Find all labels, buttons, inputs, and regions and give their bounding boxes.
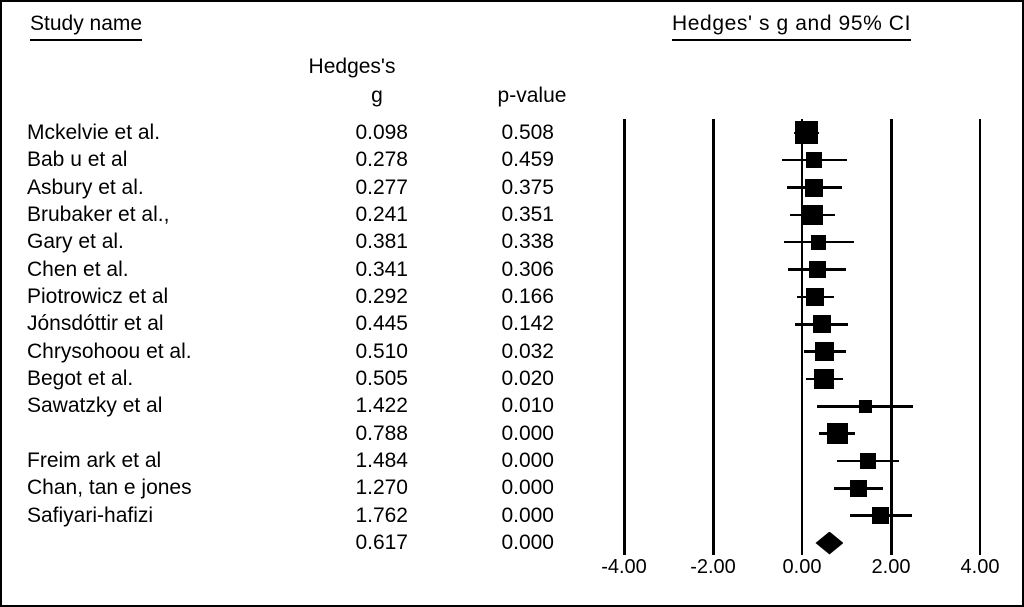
effect-size-square [858, 399, 872, 413]
study-name: Bab u et al [27, 148, 128, 172]
p-value: 0.000 [501, 421, 554, 445]
p-value: 0.306 [501, 257, 554, 281]
hedges-g-value: 0.381 [355, 230, 408, 254]
study-name: Asbury et al. [27, 175, 144, 199]
axis-gridline [622, 119, 626, 555]
study-name: Freim ark et al [27, 449, 162, 472]
effect-size-square [860, 453, 877, 469]
p-value: 0.032 [501, 339, 554, 363]
p-value: 0.338 [501, 230, 554, 254]
hedges-g-value: 0.277 [355, 175, 408, 199]
p-value: 0.508 [501, 120, 554, 144]
study-name-column-title: Study name [30, 12, 143, 41]
effect-size-square [812, 315, 831, 334]
study-name: Chen et al. [27, 257, 129, 281]
study-name: Brubaker et al., [27, 202, 170, 226]
effect-size-square [805, 178, 824, 197]
p-value: 0.351 [501, 202, 554, 226]
p-value: 0.166 [501, 284, 554, 308]
effect-size-square [850, 479, 867, 497]
hedges-g-value: 0.617 [355, 531, 408, 555]
summary-effect-diamond [815, 531, 844, 555]
effect-size-square [814, 368, 835, 389]
p-value: 0.000 [501, 476, 554, 500]
effect-size-square [871, 507, 889, 525]
hedges-g-value: 0.341 [355, 257, 408, 281]
hedges-g-value: 1.270 [355, 476, 408, 500]
effect-size-square [811, 234, 827, 250]
hedges-g-value: 1.422 [355, 394, 408, 418]
p-value-column-header: p-value [497, 84, 567, 107]
axis-tick-label: 4.00 [960, 556, 1000, 578]
study-name: Jónsdóttir et al [27, 312, 164, 336]
p-value: 0.000 [501, 449, 554, 472]
axis-gridline [979, 119, 981, 555]
axis-tick-label: 2.00 [871, 556, 911, 578]
axis-tick-label: -2.00 [690, 556, 736, 578]
p-value: 0.459 [501, 148, 554, 172]
hedges-g-value: 0.445 [355, 312, 408, 336]
p-value: 0.000 [501, 503, 554, 527]
study-name: Begot et al. [27, 366, 134, 390]
p-value: 0.000 [501, 531, 554, 555]
p-value: 0.142 [501, 312, 554, 336]
study-name: Gary et al. [27, 230, 124, 254]
study-name: Piotrowicz et al [27, 284, 169, 308]
effect-size-square [802, 204, 823, 225]
hedges-g-value: 0.278 [355, 148, 408, 172]
study-name: Safiyari-hafizi [27, 503, 154, 527]
p-value: 0.375 [501, 175, 554, 199]
study-name: Chrysohoou et al. [27, 339, 192, 363]
axis-tick-label: 0.00 [782, 556, 822, 578]
effect-size-square [815, 342, 835, 362]
hedges-g-value: 0.505 [355, 366, 408, 390]
hedges-g-value: 0.788 [355, 421, 408, 445]
effect-size-square [808, 261, 826, 279]
study-name: Mckelvie et al. [27, 120, 161, 144]
hedges-g-value: 0.241 [355, 202, 408, 226]
axis-tick-label: -4.00 [601, 556, 647, 578]
zero-reference-line [801, 119, 803, 555]
axis-gridline [889, 119, 893, 555]
hedges-g-value: 1.762 [355, 503, 408, 527]
p-value: 0.010 [501, 394, 554, 418]
effect-size-square [794, 121, 818, 145]
hedges-g-value: 0.510 [355, 339, 408, 363]
hedges-g-value: 1.484 [355, 449, 408, 472]
effect-size-square [805, 287, 824, 306]
study-name: Chan, tan e jones [27, 476, 192, 500]
hedges-g-value: 0.292 [355, 284, 408, 308]
study-name: Sawatzky et al [27, 394, 163, 418]
effect-size-square [826, 423, 848, 445]
hedges-g-value: 0.098 [355, 120, 408, 144]
hedges-g-column-header-line2: g [371, 84, 383, 107]
p-value: 0.020 [501, 366, 554, 390]
hedges-g-column-header-line1: Hedges's [308, 55, 396, 78]
effect-size-square [806, 152, 823, 169]
plot-title: Hedges' s g and 95% CI [672, 12, 912, 41]
axis-gridline [711, 119, 715, 555]
